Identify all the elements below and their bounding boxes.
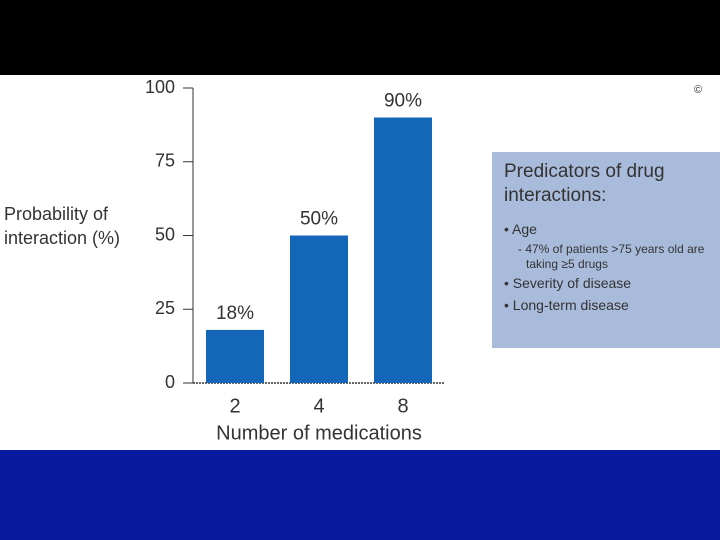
bullet: • [504,275,513,291]
y-tick-label: 25 [155,298,175,318]
y-tick-label: 75 [155,151,175,171]
x-tick-label: 4 [313,395,324,417]
sub-item: - 47% of patients >75 years old are taki… [518,242,705,271]
sidebar-item: • Severity of disease [504,274,714,293]
sidebar-list: • Age - 47% of patients >75 years old are… [504,220,714,315]
bullet: • [504,297,513,313]
x-tick-label: 8 [397,395,408,417]
bottom-band [0,450,720,540]
item-text: Long-term disease [512,297,629,313]
value-label: 90% [384,91,422,112]
sidebar-title: Predicators of drug interactions: [504,161,665,206]
copyright: © [694,84,703,96]
sidebar-item: • Long-term disease [504,296,714,315]
value-label: 18% [216,303,254,324]
x-axis-label: Number of medications [216,422,422,444]
sidebar-item: • Age [504,220,714,239]
bullet: • [504,221,513,237]
x-tick-label: 2 [229,395,240,417]
value-label: 50% [300,209,338,230]
sidebar: Predicators of drug interactions: • Age -… [492,152,720,348]
item-text: Age [512,221,537,237]
bar [290,235,348,383]
bar [206,329,264,383]
y-tick-label: 100 [145,77,175,97]
y-axis-label: Probability of interaction (%) [4,204,121,248]
top-band [0,0,720,75]
bar [374,117,432,383]
y-tick-label: 50 [155,224,175,244]
y-tick-label: 0 [165,372,175,392]
item-text: Severity of disease [512,275,632,291]
